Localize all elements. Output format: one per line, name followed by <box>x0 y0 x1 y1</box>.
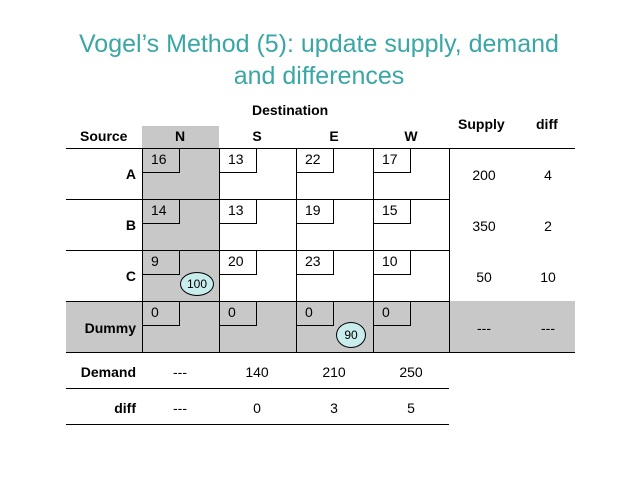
col-diff-label: diff <box>114 400 136 416</box>
allocation-c-n: 100 <box>180 272 214 296</box>
source-header: Source <box>80 128 128 144</box>
cost-c-n: 9 <box>142 251 180 275</box>
title-line-1: Vogel’s Method (5): update supply, deman… <box>79 30 559 58</box>
cost-b-s: 13 <box>219 200 257 224</box>
column-header-w: W <box>404 128 418 144</box>
row-label-b: B <box>125 217 136 233</box>
row-rule-demand-diff <box>66 388 449 389</box>
row-rule-ab <box>66 199 449 200</box>
col-diff-n: --- <box>173 400 187 416</box>
header-rule <box>66 148 575 149</box>
cost-a-n: 16 <box>142 149 180 173</box>
column-header-e: E <box>329 128 339 144</box>
allocation-dummy-e: 90 <box>336 322 366 348</box>
col-rule-s-e <box>296 148 297 352</box>
diff-a: 4 <box>544 167 552 183</box>
cost-b-w: 15 <box>373 200 411 224</box>
supply-b: 350 <box>472 218 496 234</box>
column-header-s: S <box>252 128 262 144</box>
row-rule-bc <box>66 250 449 251</box>
cost-dummy-w: 0 <box>373 302 411 326</box>
diff-c: 10 <box>540 269 556 285</box>
cost-c-w: 10 <box>373 251 411 275</box>
col-diff-s: 0 <box>253 400 261 416</box>
diff-b: 2 <box>544 218 552 234</box>
demand-w: 250 <box>399 364 423 380</box>
col-diff-e: 3 <box>330 400 338 416</box>
demand-label: Demand <box>80 364 136 380</box>
cost-dummy-s: 0 <box>219 302 257 326</box>
cost-c-s: 20 <box>219 251 257 275</box>
cost-a-w: 17 <box>373 149 411 173</box>
dummy-row-shading <box>66 301 575 352</box>
slide-title: Vogel’s Method (5): update supply, deman… <box>0 28 638 92</box>
cost-b-n: 14 <box>142 200 180 224</box>
row-label-dummy: Dummy <box>84 320 136 336</box>
demand-s: 140 <box>245 364 269 380</box>
column-header-n: N <box>174 128 186 144</box>
bottom-rule <box>66 424 449 425</box>
cost-b-e: 19 <box>296 200 334 224</box>
column-n-shading <box>142 126 219 301</box>
diff-dummy: --- <box>541 320 555 336</box>
demand-e: 210 <box>322 364 346 380</box>
cost-c-e: 23 <box>296 251 334 275</box>
row-rule-c-dummy <box>66 301 449 302</box>
col-rule-e-w <box>373 148 374 352</box>
col-rule-w-supply <box>449 148 450 352</box>
cost-dummy-n: 0 <box>142 302 180 326</box>
supply-c: 50 <box>476 269 492 285</box>
destination-header: Destination <box>252 102 329 118</box>
supply-header: Supply <box>458 116 505 132</box>
cost-a-e: 22 <box>296 149 334 173</box>
row-rule-dummy-demand <box>66 352 575 353</box>
cost-a-s: 13 <box>219 149 257 173</box>
supply-dummy: --- <box>477 320 491 336</box>
title-line-2: and differences <box>233 62 405 90</box>
col-rule-n-s <box>219 148 220 352</box>
cost-dummy-e: 0 <box>296 302 334 326</box>
row-label-a: A <box>125 166 136 182</box>
col-rule-source-n <box>142 148 143 352</box>
diff-header: diff <box>536 116 558 132</box>
col-diff-w: 5 <box>407 400 415 416</box>
demand-n: --- <box>173 364 187 380</box>
row-label-c: C <box>125 268 136 284</box>
supply-a: 200 <box>472 167 496 183</box>
